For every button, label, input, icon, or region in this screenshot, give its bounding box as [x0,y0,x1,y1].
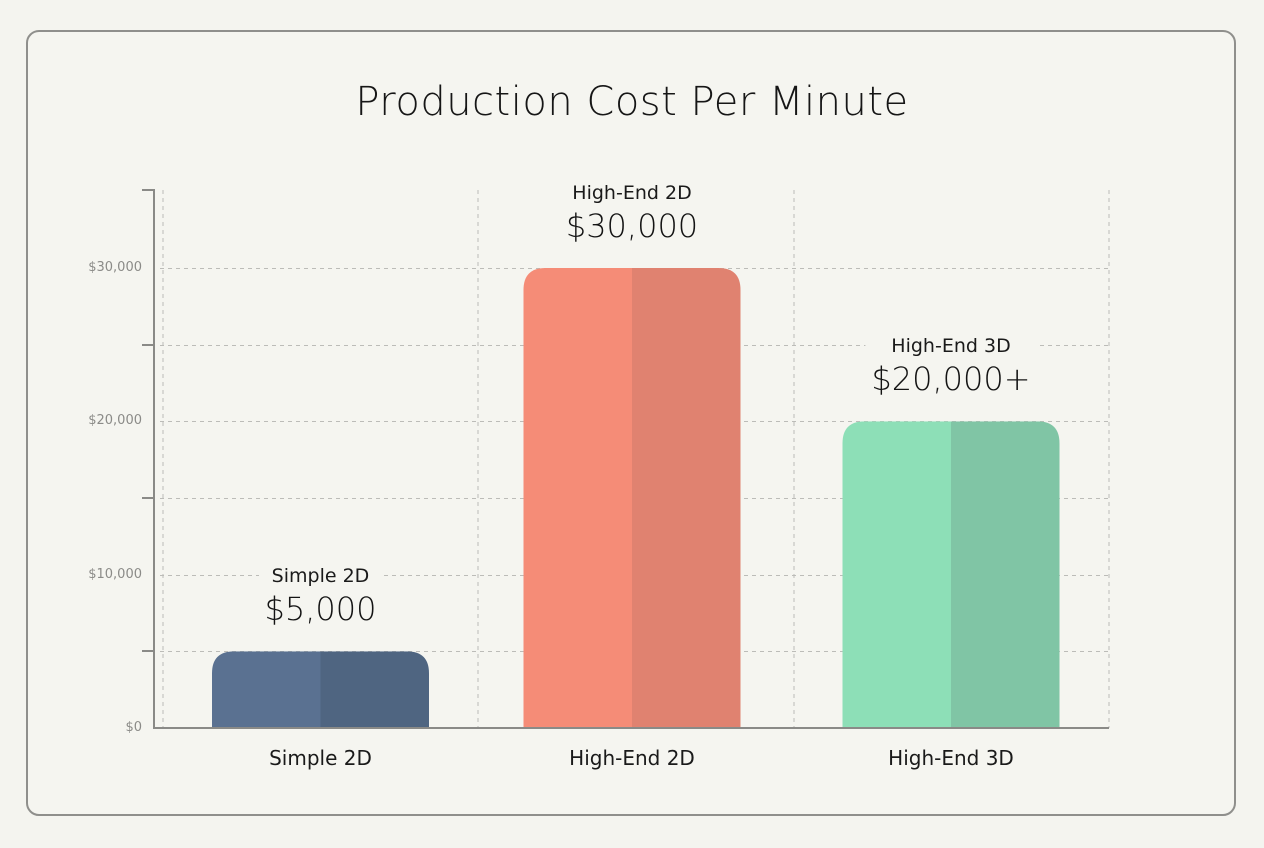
y-tick-label-30000: $30,000 [88,260,142,275]
data-label-category: Simple 2D [271,565,370,588]
axes [142,189,1109,729]
x-axis-label-high-end-3d: High-End 3D [888,746,1014,770]
bar-high-end-2d [523,268,741,728]
data-label-category: High-End 2D [572,182,692,204]
chart-title: Production Cost Per Minute [355,79,909,125]
bar-high-end-3d [842,421,1060,728]
data-label-value: $30,000 [565,207,699,245]
data-label-value: $5,000 [264,590,377,629]
y-tick-label-10000: $10,000 [88,566,142,582]
bar-simple-2d [212,651,429,728]
data-label-high-end-3d: High-End 3D $20,000+ [865,333,1037,400]
bars-group [212,268,1060,728]
data-label-simple-2d: Simple 2D $5,000 [258,563,383,630]
y-tick-label-0: $0 [125,720,142,735]
x-axis-label-high-end-2d: High-End 2D [569,746,695,770]
data-label-value: $20,000+ [871,360,1031,399]
y-tick-label-20000: $20,000 [88,413,142,429]
x-axis-label-simple-2d: Simple 2D [269,746,372,770]
data-label-high-end-2d: High-End 2D $30,000 [559,180,705,246]
data-label-category: High-End 3D [891,335,1011,358]
